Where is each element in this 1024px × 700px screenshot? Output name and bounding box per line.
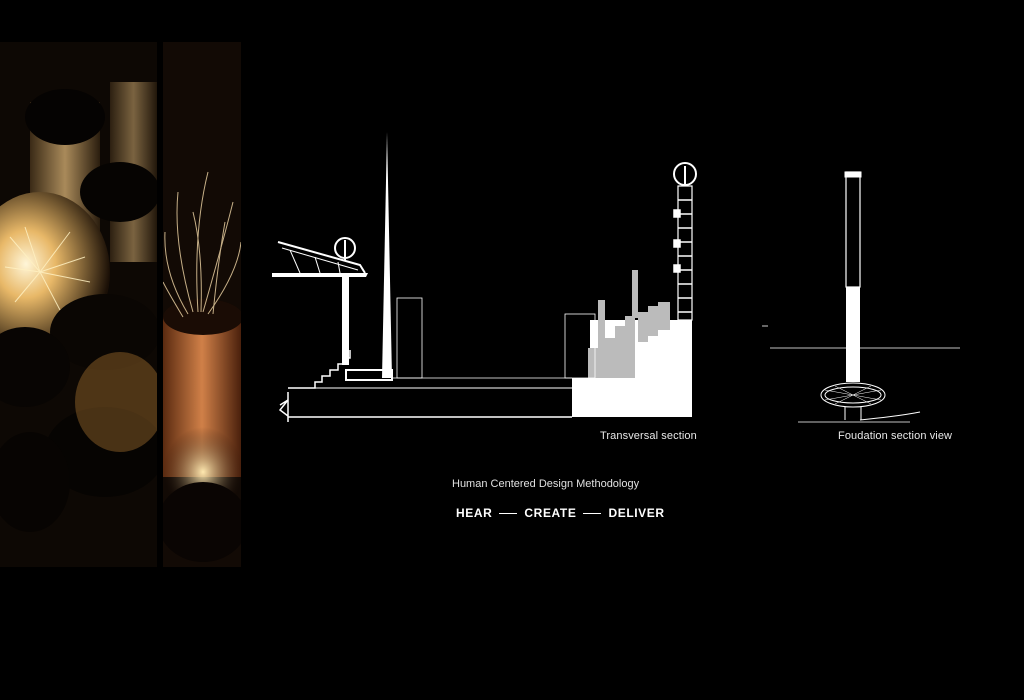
fiber-optic-tubes-photo — [163, 42, 241, 567]
pole-upper — [846, 172, 860, 287]
tall-spire — [382, 132, 392, 378]
illuminated-tubes-photo — [0, 42, 157, 567]
canopy-roof — [272, 273, 368, 277]
foundation-section-caption: Foudation section view — [838, 430, 952, 442]
transversal-section-drawing — [272, 132, 696, 422]
step-separator — [499, 513, 517, 514]
methodology-steps: HEAR CREATE DELIVER — [456, 506, 665, 520]
step-hear: HEAR — [456, 506, 492, 520]
photo-panel-right — [163, 42, 241, 567]
tire-foundation — [821, 383, 885, 407]
foundation-section-drawing — [762, 172, 960, 422]
canopy-column — [342, 275, 349, 365]
stairs — [288, 350, 350, 388]
photo-panel-left — [0, 42, 157, 567]
step-create: CREATE — [524, 506, 576, 520]
break-symbol — [280, 400, 288, 416]
step-separator — [583, 513, 601, 514]
ladder-tower — [674, 163, 696, 320]
step-deliver: DELIVER — [608, 506, 664, 520]
architectural-sections-drawing — [260, 120, 1020, 450]
transversal-section-caption: Transversal section — [600, 430, 697, 442]
pole-lower — [846, 287, 860, 382]
methodology-title: Human Centered Design Methodology — [452, 478, 639, 490]
